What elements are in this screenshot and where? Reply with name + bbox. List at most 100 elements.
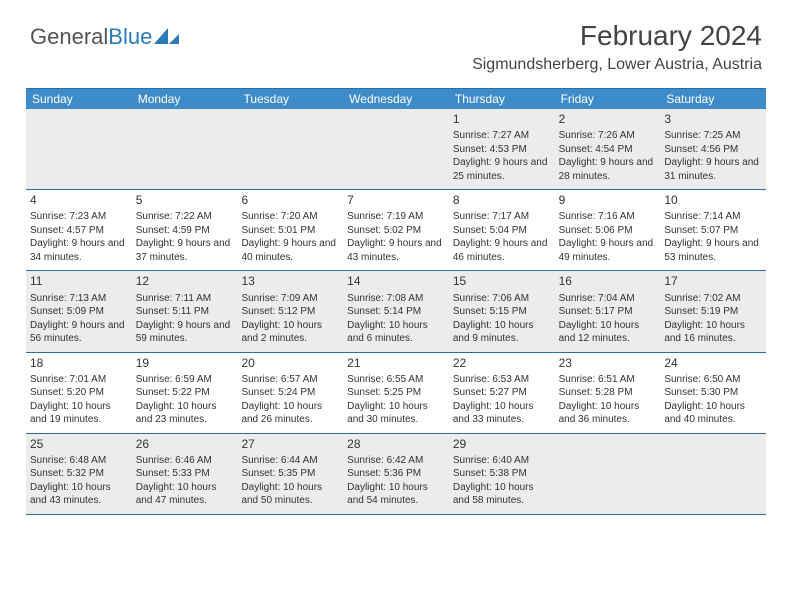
day-cell: 16Sunrise: 7:04 AMSunset: 5:17 PMDayligh… xyxy=(555,271,661,351)
day-cell: 7Sunrise: 7:19 AMSunset: 5:02 PMDaylight… xyxy=(343,190,449,270)
sunrise-line: Sunrise: 7:01 AM xyxy=(30,373,128,387)
day-cell: 29Sunrise: 6:40 AMSunset: 5:38 PMDayligh… xyxy=(449,434,555,514)
daylight-line: Daylight: 9 hours and 25 minutes. xyxy=(453,156,551,183)
sunset-line: Sunset: 5:27 PM xyxy=(453,386,551,400)
day-number: 15 xyxy=(453,273,551,289)
sunrise-line: Sunrise: 6:59 AM xyxy=(136,373,234,387)
sunrise-line: Sunrise: 6:53 AM xyxy=(453,373,551,387)
day-number: 3 xyxy=(664,111,762,127)
sunset-line: Sunset: 5:15 PM xyxy=(453,305,551,319)
day-cell: 22Sunrise: 6:53 AMSunset: 5:27 PMDayligh… xyxy=(449,353,555,433)
day-number: 8 xyxy=(453,192,551,208)
day-number: 12 xyxy=(136,273,234,289)
week-row: 11Sunrise: 7:13 AMSunset: 5:09 PMDayligh… xyxy=(26,271,766,352)
sunrise-line: Sunrise: 7:27 AM xyxy=(453,129,551,143)
day-number: 24 xyxy=(664,355,762,371)
daylight-line: Daylight: 10 hours and 58 minutes. xyxy=(453,481,551,508)
sunrise-line: Sunrise: 7:06 AM xyxy=(453,292,551,306)
daylight-line: Daylight: 10 hours and 54 minutes. xyxy=(347,481,445,508)
sunset-line: Sunset: 5:06 PM xyxy=(559,224,657,238)
calendar: Sunday Monday Tuesday Wednesday Thursday… xyxy=(26,88,766,515)
day-cell: 8 Sunrise: 7:17 AMSunset: 5:04 PMDaylight… xyxy=(449,190,555,270)
sunrise-line: Sunrise: 7:22 AM xyxy=(136,210,234,224)
sunset-line: Sunset: 5:11 PM xyxy=(136,305,234,319)
day-number: 14 xyxy=(347,273,445,289)
sunset-line: Sunset: 5:36 PM xyxy=(347,467,445,481)
sunset-line: Sunset: 4:53 PM xyxy=(453,143,551,157)
daylight-line: Daylight: 10 hours and 43 minutes. xyxy=(30,481,128,508)
sunrise-line: Sunrise: 7:09 AM xyxy=(241,292,339,306)
day-number: 27 xyxy=(241,436,339,452)
weekday-saturday: Saturday xyxy=(660,89,766,109)
daylight-line: Daylight: 9 hours and 28 minutes. xyxy=(559,156,657,183)
day-cell: 26Sunrise: 6:46 AMSunset: 5:33 PMDayligh… xyxy=(132,434,238,514)
logo-part1: General xyxy=(30,24,108,49)
sunrise-line: Sunrise: 6:55 AM xyxy=(347,373,445,387)
day-cell: 23Sunrise: 6:51 AMSunset: 5:28 PMDayligh… xyxy=(555,353,661,433)
day-number: 11 xyxy=(30,273,128,289)
day-number: 13 xyxy=(241,273,339,289)
sunset-line: Sunset: 5:33 PM xyxy=(136,467,234,481)
sunset-line: Sunset: 5:22 PM xyxy=(136,386,234,400)
sunset-line: Sunset: 5:12 PM xyxy=(241,305,339,319)
sunset-line: Sunset: 5:30 PM xyxy=(664,386,762,400)
sunrise-line: Sunrise: 6:44 AM xyxy=(241,454,339,468)
day-number: 17 xyxy=(664,273,762,289)
day-cell: 15Sunrise: 7:06 AMSunset: 5:15 PMDayligh… xyxy=(449,271,555,351)
sunrise-line: Sunrise: 7:20 AM xyxy=(241,210,339,224)
day-number: 7 xyxy=(347,192,445,208)
daylight-line: Daylight: 9 hours and 49 minutes. xyxy=(559,237,657,264)
daylight-line: Daylight: 9 hours and 53 minutes. xyxy=(664,237,762,264)
daylight-line: Daylight: 9 hours and 46 minutes. xyxy=(453,237,551,264)
daylight-line: Daylight: 10 hours and 36 minutes. xyxy=(559,400,657,427)
sunrise-line: Sunrise: 6:57 AM xyxy=(241,373,339,387)
week-row: 18Sunrise: 7:01 AMSunset: 5:20 PMDayligh… xyxy=(26,353,766,434)
day-number: 22 xyxy=(453,355,551,371)
logo: GeneralBlue xyxy=(30,24,180,50)
day-cell: 18Sunrise: 7:01 AMSunset: 5:20 PMDayligh… xyxy=(26,353,132,433)
day-cell: 11Sunrise: 7:13 AMSunset: 5:09 PMDayligh… xyxy=(26,271,132,351)
day-number: 28 xyxy=(347,436,445,452)
sunrise-line: Sunrise: 6:51 AM xyxy=(559,373,657,387)
day-cell: 2Sunrise: 7:26 AMSunset: 4:54 PMDaylight… xyxy=(555,109,661,189)
logo-text: GeneralBlue xyxy=(30,24,152,50)
sunrise-line: Sunrise: 7:14 AM xyxy=(664,210,762,224)
sunset-line: Sunset: 5:04 PM xyxy=(453,224,551,238)
week-row: 1Sunrise: 7:27 AMSunset: 4:53 PMDaylight… xyxy=(26,109,766,190)
daylight-line: Daylight: 10 hours and 23 minutes. xyxy=(136,400,234,427)
daylight-line: Daylight: 10 hours and 6 minutes. xyxy=(347,319,445,346)
sunset-line: Sunset: 5:28 PM xyxy=(559,386,657,400)
sunset-line: Sunset: 5:32 PM xyxy=(30,467,128,481)
daylight-line: Daylight: 9 hours and 56 minutes. xyxy=(30,319,128,346)
day-number: 21 xyxy=(347,355,445,371)
day-number: 20 xyxy=(241,355,339,371)
header: GeneralBlue February 2024 Sigmundsherber… xyxy=(0,0,792,82)
daylight-line: Daylight: 10 hours and 19 minutes. xyxy=(30,400,128,427)
sunrise-line: Sunrise: 6:50 AM xyxy=(664,373,762,387)
sunset-line: Sunset: 5:14 PM xyxy=(347,305,445,319)
sunrise-line: Sunrise: 7:25 AM xyxy=(664,129,762,143)
day-number: 29 xyxy=(453,436,551,452)
sunset-line: Sunset: 5:24 PM xyxy=(241,386,339,400)
sunrise-line: Sunrise: 6:42 AM xyxy=(347,454,445,468)
daylight-line: Daylight: 9 hours and 43 minutes. xyxy=(347,237,445,264)
title-block: February 2024 Sigmundsherberg, Lower Aus… xyxy=(472,20,762,74)
daylight-line: Daylight: 10 hours and 40 minutes. xyxy=(664,400,762,427)
sunset-line: Sunset: 5:09 PM xyxy=(30,305,128,319)
sunrise-line: Sunrise: 7:11 AM xyxy=(136,292,234,306)
daylight-line: Daylight: 10 hours and 47 minutes. xyxy=(136,481,234,508)
day-cell: 10Sunrise: 7:14 AMSunset: 5:07 PMDayligh… xyxy=(660,190,766,270)
sunset-line: Sunset: 4:56 PM xyxy=(664,143,762,157)
sunset-line: Sunset: 5:07 PM xyxy=(664,224,762,238)
sunrise-line: Sunrise: 7:26 AM xyxy=(559,129,657,143)
day-number: 9 xyxy=(559,192,657,208)
month-title: February 2024 xyxy=(472,20,762,52)
sunset-line: Sunset: 5:01 PM xyxy=(241,224,339,238)
sunrise-line: Sunrise: 7:19 AM xyxy=(347,210,445,224)
sunrise-line: Sunrise: 7:02 AM xyxy=(664,292,762,306)
day-cell: 27Sunrise: 6:44 AMSunset: 5:35 PMDayligh… xyxy=(237,434,343,514)
weekday-tuesday: Tuesday xyxy=(237,89,343,109)
sunrise-line: Sunrise: 7:17 AM xyxy=(453,210,551,224)
day-number: 19 xyxy=(136,355,234,371)
day-cell xyxy=(660,434,766,514)
